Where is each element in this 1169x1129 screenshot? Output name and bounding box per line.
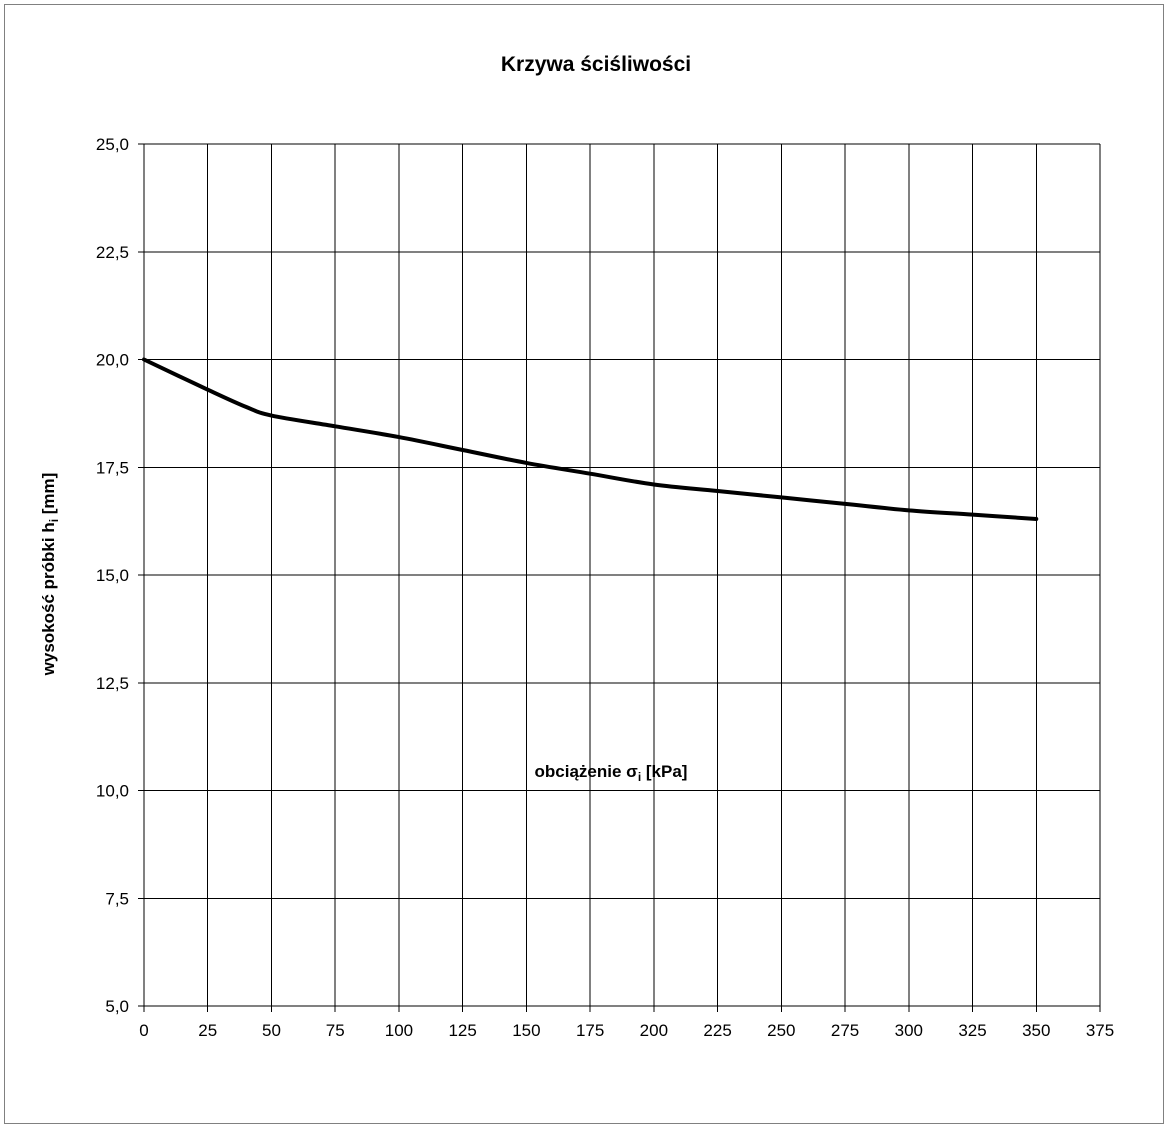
- x-tick-label: 0: [139, 1021, 148, 1040]
- y-tick-label: 17,5: [96, 458, 129, 477]
- x-tick-label: 100: [385, 1021, 413, 1040]
- y-tick-label: 25,0: [96, 135, 129, 154]
- y-axis-label-sub: i: [47, 519, 61, 522]
- y-tick-label: 5,0: [105, 997, 129, 1016]
- y-tick-label: 15,0: [96, 566, 129, 585]
- x-tick-label: 275: [831, 1021, 859, 1040]
- x-tick-label: 75: [326, 1021, 345, 1040]
- x-axis-label-unit: [kPa]: [641, 762, 687, 781]
- x-tick-label: 25: [198, 1021, 217, 1040]
- y-axis-label-main: wysokość próbki h: [39, 522, 58, 676]
- x-axis-label-main: obciążenie σ: [535, 762, 639, 781]
- y-tick-labels: 5,0 7,5 10,0 12,5 15,0 17,5 20,0 22,5 25,0: [96, 135, 129, 1016]
- y-tick-label: 20,0: [96, 351, 129, 370]
- y-tick-label: 10,0: [96, 782, 129, 801]
- axes: [138, 143, 1101, 1012]
- x-tick-label: 125: [448, 1021, 476, 1040]
- x-tick-label: 50: [262, 1021, 281, 1040]
- x-tick-label: 150: [512, 1021, 540, 1040]
- x-tick-label: 325: [958, 1021, 986, 1040]
- y-axis-label: wysokość próbki hi [mm]: [39, 473, 61, 677]
- x-tick-label: 175: [576, 1021, 604, 1040]
- x-tick-label: 200: [640, 1021, 668, 1040]
- x-tick-label: 375: [1086, 1021, 1114, 1040]
- x-tick-label: 300: [895, 1021, 923, 1040]
- grid-lines: [144, 143, 1101, 1006]
- series-line: [142, 357, 1039, 521]
- x-tick-label: 350: [1022, 1021, 1050, 1040]
- x-axis-label-sub: i: [638, 770, 641, 784]
- x-tick-label: 250: [767, 1021, 795, 1040]
- x-tick-labels: 0 25 50 75 100 125 150 175 200 225 250 275 300 325 350…: [139, 1021, 1114, 1040]
- y-tick-label: 7,5: [105, 889, 129, 908]
- y-tick-label: 22,5: [96, 243, 129, 262]
- x-tick-label: 225: [703, 1021, 731, 1040]
- y-axis-label-unit: [mm]: [39, 473, 58, 519]
- chart-frame: [4, 4, 1164, 1124]
- series-layer: [142, 357, 1039, 521]
- y-tick-label: 12,5: [96, 674, 129, 693]
- chart-title: Krzywa ściśliwości: [501, 53, 691, 76]
- x-axis-label: obciążenie σi [kPa]: [535, 762, 688, 784]
